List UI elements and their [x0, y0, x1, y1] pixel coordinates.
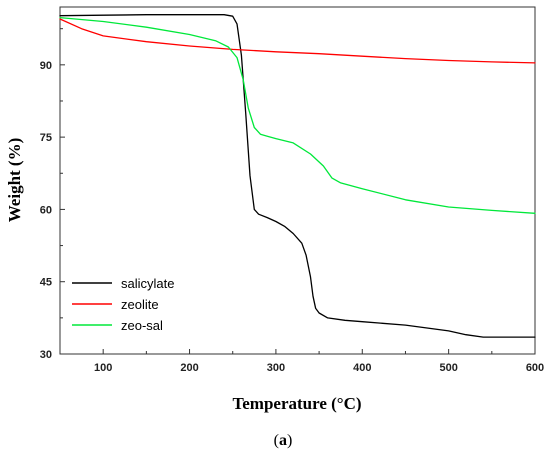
x-tick-label: 100 — [94, 362, 112, 374]
legend-label-zeolite: zeolite — [121, 297, 159, 312]
figure-caption: (a) — [274, 432, 293, 449]
y-tick-label: 90 — [40, 60, 52, 72]
series-line-zeo-sal — [59, 16, 536, 214]
caption-open-paren: ( — [274, 432, 279, 449]
x-tick-label: 600 — [526, 362, 544, 374]
x-tick-label: 200 — [180, 362, 198, 374]
x-tick-label: 500 — [439, 362, 457, 374]
caption-letter: a — [279, 432, 287, 449]
legend-label-salicylate: salicylate — [121, 276, 174, 291]
y-tick-label: 60 — [40, 204, 52, 216]
y-tick-label: 75 — [40, 132, 52, 144]
y-axis: 30 45 60 75 90 — [40, 28, 65, 361]
series-layer — [59, 14, 536, 338]
legend-label-zeo-sal: zeo-sal — [121, 318, 163, 333]
legend: salicylate zeolite zeo-sal — [72, 276, 174, 333]
x-tick-label: 400 — [353, 362, 371, 374]
x-axis: 100 200 300 400 500 600 — [59, 349, 544, 374]
y-tick-label: 45 — [40, 277, 52, 289]
y-tick-label: 30 — [40, 349, 52, 361]
x-tick-label: 300 — [267, 362, 285, 374]
caption-close-paren: ) — [287, 432, 292, 449]
series-line-salicylate — [59, 14, 536, 338]
series-line-zeolite — [59, 18, 536, 64]
plot-frame — [59, 6, 536, 355]
x-axis-title: Temperature (°C) — [232, 394, 361, 413]
y-axis-title: Weight (%) — [5, 138, 24, 223]
